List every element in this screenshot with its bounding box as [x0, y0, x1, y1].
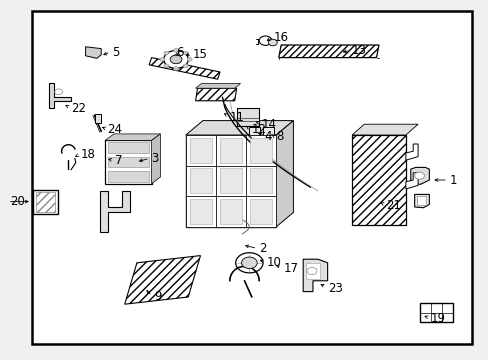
Text: 20: 20: [10, 195, 24, 208]
Text: 9: 9: [154, 291, 161, 303]
Text: 3: 3: [151, 152, 159, 165]
Bar: [107, 142, 149, 153]
Polygon shape: [85, 47, 101, 58]
Bar: [189, 168, 212, 193]
Circle shape: [259, 36, 271, 45]
Polygon shape: [149, 58, 220, 79]
Bar: [220, 199, 242, 224]
Text: 10: 10: [266, 256, 281, 269]
Circle shape: [163, 51, 168, 55]
Polygon shape: [303, 259, 327, 292]
Bar: [107, 171, 149, 182]
Text: 22: 22: [71, 102, 86, 114]
Polygon shape: [410, 167, 428, 184]
Circle shape: [55, 89, 62, 95]
Bar: [245, 196, 276, 227]
Circle shape: [414, 172, 424, 179]
Text: 17: 17: [283, 262, 298, 275]
Text: 19: 19: [429, 312, 445, 325]
Bar: [245, 166, 276, 196]
Bar: [189, 199, 212, 224]
Polygon shape: [124, 256, 200, 304]
Text: 14: 14: [261, 118, 276, 131]
Bar: [249, 168, 272, 193]
Text: 8: 8: [276, 130, 283, 143]
Text: 11: 11: [229, 111, 244, 123]
Bar: [189, 138, 212, 163]
Text: 6: 6: [176, 46, 183, 59]
Polygon shape: [185, 121, 293, 135]
Bar: [220, 168, 242, 193]
Text: 16: 16: [273, 31, 288, 44]
Bar: [185, 135, 216, 166]
Circle shape: [241, 257, 257, 269]
Circle shape: [160, 58, 164, 61]
Circle shape: [187, 58, 192, 61]
Bar: [185, 166, 216, 196]
Bar: [33, 190, 58, 214]
Polygon shape: [105, 134, 160, 140]
Bar: [249, 138, 272, 163]
Text: 5: 5: [112, 46, 120, 59]
Circle shape: [306, 267, 316, 275]
Text: 1: 1: [449, 174, 456, 186]
Text: 18: 18: [81, 148, 95, 161]
Polygon shape: [351, 124, 417, 135]
Text: 2: 2: [259, 242, 266, 255]
Polygon shape: [151, 134, 160, 184]
Circle shape: [173, 49, 178, 52]
Polygon shape: [49, 83, 71, 108]
Bar: [185, 196, 216, 227]
Text: 12: 12: [251, 123, 266, 136]
Circle shape: [268, 39, 277, 46]
Circle shape: [163, 50, 188, 68]
Polygon shape: [195, 88, 236, 101]
Polygon shape: [278, 45, 378, 58]
Circle shape: [183, 64, 188, 68]
Text: 7: 7: [115, 154, 122, 167]
Circle shape: [235, 253, 263, 273]
Circle shape: [170, 55, 182, 64]
Bar: [416, 196, 426, 205]
Bar: [185, 135, 276, 227]
Bar: [237, 108, 259, 126]
Bar: [245, 135, 276, 166]
Text: 21: 21: [386, 199, 401, 212]
Bar: [107, 157, 149, 167]
Bar: [419, 303, 452, 322]
Text: 4: 4: [264, 130, 271, 143]
Bar: [220, 138, 242, 163]
Polygon shape: [405, 144, 417, 160]
Text: 24: 24: [107, 123, 122, 136]
Bar: [216, 196, 245, 227]
Polygon shape: [414, 194, 428, 208]
Bar: [216, 135, 245, 166]
Text: 13: 13: [351, 44, 366, 57]
Bar: [263, 127, 273, 135]
Circle shape: [163, 64, 168, 68]
Bar: [249, 127, 260, 135]
Polygon shape: [100, 191, 129, 232]
Bar: [305, 263, 320, 279]
Polygon shape: [276, 121, 293, 227]
Polygon shape: [405, 173, 417, 189]
Circle shape: [173, 67, 178, 70]
Circle shape: [183, 51, 188, 55]
Bar: [95, 114, 101, 123]
Bar: [216, 166, 245, 196]
Text: 15: 15: [193, 48, 207, 60]
Bar: [249, 199, 272, 224]
Text: 23: 23: [327, 282, 342, 294]
Bar: [351, 135, 405, 225]
Polygon shape: [195, 84, 240, 88]
Bar: [36, 192, 55, 212]
Bar: [105, 140, 151, 184]
